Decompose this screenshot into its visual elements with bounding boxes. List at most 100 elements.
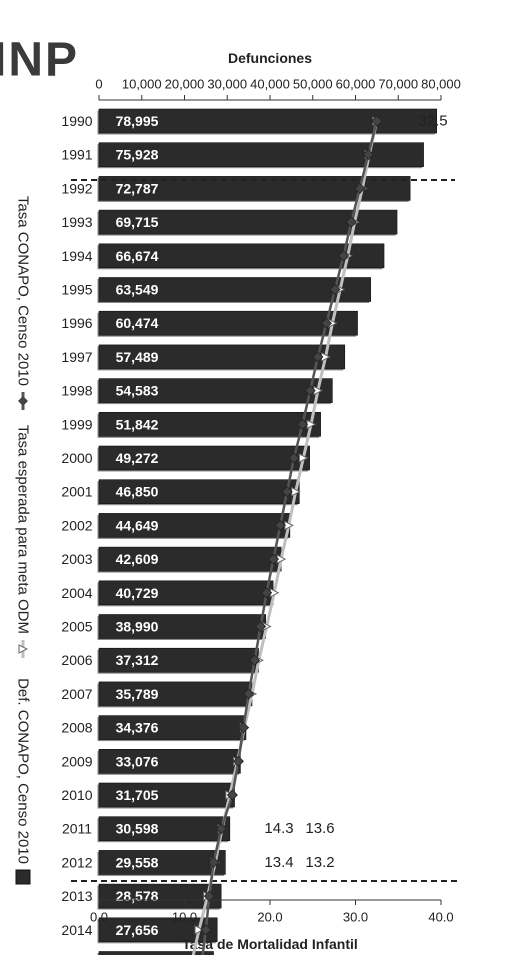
bar-value-label: 46,850 [116, 484, 159, 500]
bar [98, 850, 226, 875]
year-label: 2005 [61, 619, 92, 635]
deaths-tick-label: 70,000 [378, 77, 418, 92]
rate-annotation: 14.3 [264, 820, 293, 837]
conapo-rate-marker [274, 519, 286, 531]
conapo-rate-marker [281, 486, 293, 498]
year-label: 2014 [61, 922, 92, 938]
bar [98, 883, 222, 909]
bar-value-label: 37,312 [116, 652, 159, 668]
deaths-tick-label: 60,000 [336, 77, 376, 92]
bar-value-label: 38,990 [116, 619, 159, 635]
conapo-rate-marker [288, 452, 300, 464]
deaths-tick-label: 10,000 [122, 77, 162, 92]
conapo-rate-marker [261, 587, 273, 599]
year-label: 1995 [61, 282, 92, 298]
bar [98, 378, 333, 403]
deaths-tick-label: 50,000 [293, 77, 333, 92]
rate-tick-label: 20.0 [257, 910, 282, 925]
legend-bar-label: Def. CONAPO, Censo 2010 [15, 678, 32, 864]
rate-tick-label: 0.0 [90, 910, 108, 925]
bar-value-label: 29,558 [116, 854, 159, 870]
bar-value-label: 72,787 [116, 180, 159, 196]
year-label: 1990 [61, 113, 92, 129]
inp-logo: INP [0, 34, 79, 87]
bar-value-label: 35,789 [116, 686, 159, 702]
conapo-rate-marker [232, 755, 244, 767]
conapo-rate-marker [371, 115, 383, 127]
conapo-rate-marker [320, 317, 332, 329]
bar-value-label: 54,583 [116, 383, 159, 399]
rate-annotation: 13.4 [264, 854, 293, 871]
rate-axis-title: Tasa de Mortalidad Infantil [182, 936, 358, 952]
bar [98, 445, 310, 471]
conapo-rate-marker [208, 856, 220, 868]
conapo-rate-marker [249, 654, 261, 666]
year-label: 1998 [61, 383, 92, 399]
bar-value-label: 60,474 [116, 315, 159, 331]
bar-value-label: 28,578 [116, 888, 159, 904]
year-label: 1992 [61, 180, 92, 196]
bar-value-label: 27,656 [116, 922, 159, 938]
year-label: 2013 [61, 888, 92, 904]
year-label: 2011 [62, 821, 92, 837]
legend-conapo-marker [18, 396, 28, 406]
bar [98, 917, 218, 943]
deaths-axis-title: Defunciones [228, 50, 312, 66]
bar-value-label: 44,649 [116, 517, 159, 533]
bar [98, 816, 231, 842]
bar-value-label: 34,376 [116, 720, 159, 736]
year-label: 2010 [61, 787, 92, 803]
conapo-rate-marker [362, 149, 374, 161]
bar-value-label: 78,995 [116, 113, 159, 129]
year-label: 2007 [61, 686, 92, 702]
odm-rate-marker [194, 924, 205, 935]
legend-bar-swatch [15, 869, 31, 885]
conapo-rate-marker [237, 722, 250, 734]
bar [98, 108, 438, 134]
bar [98, 277, 371, 302]
bar [98, 310, 358, 336]
legend-conapo-label: Tasa CONAPO, Censo 2010 [15, 196, 32, 386]
year-label: 1994 [61, 248, 92, 264]
year-label: 2012 [61, 854, 92, 870]
conapo-rate-marker [226, 789, 238, 801]
conapo-rate-marker [337, 250, 350, 262]
bar [98, 176, 411, 201]
conapo-rate-marker [354, 182, 366, 194]
conapo-rate-line [200, 120, 379, 955]
year-label: 1993 [61, 214, 92, 230]
legend-odm-label: Tasa esperada para meta ODM [15, 425, 32, 634]
conapo-rate-marker [329, 283, 341, 296]
year-label: 2008 [61, 720, 92, 736]
conapo-rate-marker [267, 553, 279, 565]
deaths-tick-label: 80,000 [421, 77, 461, 92]
bar [98, 411, 321, 437]
bar-value-label: 66,674 [116, 248, 159, 264]
deaths-tick-label: 30,000 [207, 77, 247, 92]
bar-value-label: 49,272 [116, 450, 159, 466]
year-label: 2009 [61, 753, 92, 769]
bar-value-label: 31,705 [116, 787, 159, 803]
conapo-rate-marker [345, 216, 357, 228]
deaths-tick-label: 0 [95, 77, 102, 92]
year-label: 2004 [61, 585, 92, 601]
year-label: 2006 [61, 652, 92, 668]
deaths-tick-label: 20,000 [165, 77, 205, 92]
conapo-rate-marker [243, 688, 255, 700]
rate-annotation: 13.2 [305, 854, 334, 871]
plot-rotated-group: 78,995 75,928 72,787 69,715 66,674 63,549 60,4… [0, 34, 461, 955]
bar-value-label: 63,549 [116, 282, 159, 298]
rate-annotation: 32.5 [418, 113, 447, 130]
year-label: 1997 [61, 349, 92, 365]
conapo-rate-marker [203, 890, 215, 902]
conapo-rate-marker [200, 924, 212, 936]
deaths-tick-label: 40,000 [250, 77, 290, 92]
bar [98, 209, 398, 235]
bar-value-label: 57,489 [116, 349, 159, 365]
conapo-rate-marker [296, 418, 309, 430]
bar-value-label: 33,076 [116, 753, 159, 769]
bar-value-label: 69,715 [116, 214, 159, 230]
bar-value-label: 42,609 [116, 551, 159, 567]
